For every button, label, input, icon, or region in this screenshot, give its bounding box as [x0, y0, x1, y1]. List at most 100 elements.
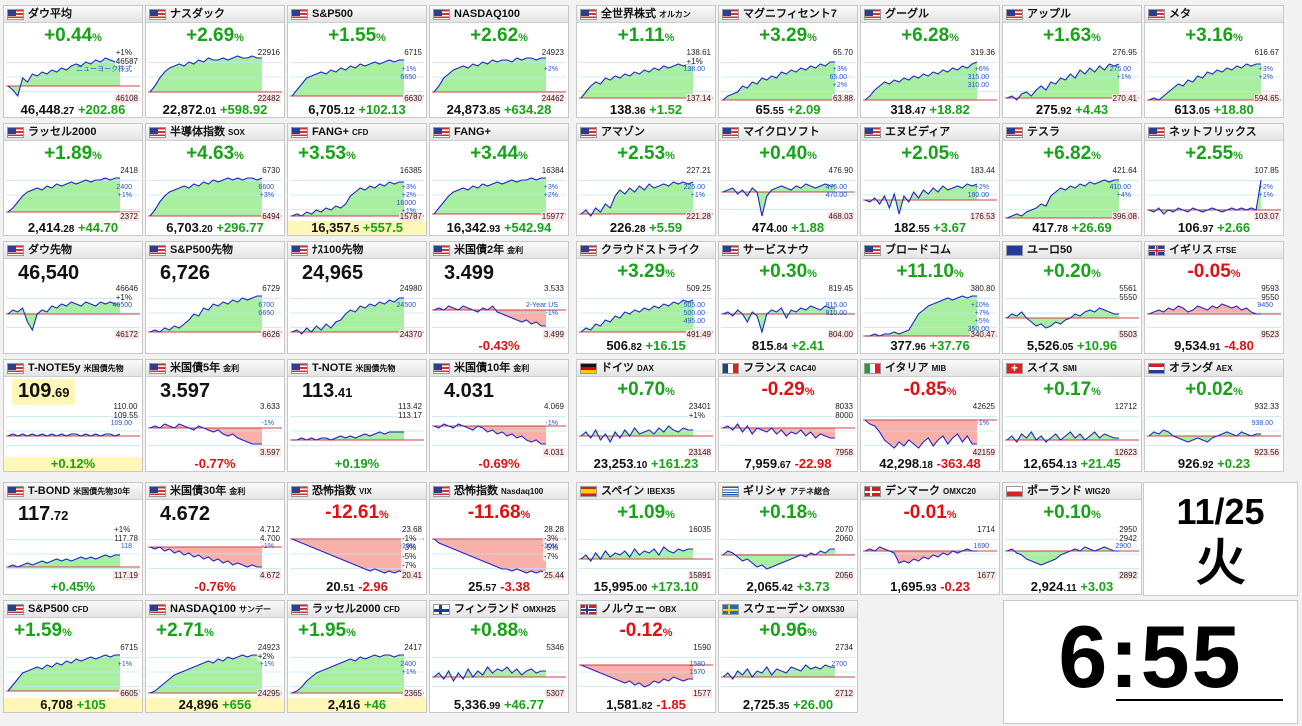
price-line	[722, 61, 835, 101]
chart-markers: 1580 1570	[689, 661, 705, 677]
ticker-tile[interactable]: メタ +3.16% 616.67 594.65 +3% +2% 613.05 +18.80	[1144, 5, 1284, 118]
ticker-tile[interactable]: イタリア MIB -0.85% 42625 42159 -1% 42,298.18 -363…	[860, 359, 1000, 472]
ticker-tile[interactable]: S&P500 CFD +1.59% 6715 6605 +1% 6,708 +105	[3, 600, 143, 713]
tile-header: S&P500	[288, 6, 426, 23]
ticker-tile[interactable]: ポーランド WIG20 +0.10% 2950 2942 2892 2900 2,924.11…	[1002, 482, 1142, 595]
price-value: 1,581	[606, 697, 639, 712]
scale-low-label: 7958	[834, 448, 854, 457]
ticker-tile[interactable]: テスラ +6.82% 421.64 396.08 410.00 +4% 417.78 +26…	[1002, 123, 1142, 236]
price-decimal: .92	[1199, 460, 1214, 471]
chart-markers: ニューヨーク株式	[76, 66, 132, 74]
price-line	[580, 664, 693, 688]
ticker-tile[interactable]: ギリシャ アテネ総合 +0.18% 2070 2060 2056 2,065.42 +3.7…	[718, 482, 858, 595]
ticker-tile[interactable]: ダウ平均 +0.44% +1% 46587 46108 ニューヨーク株式 46,448.27…	[3, 5, 143, 118]
chart-markers: 2400 +1%	[400, 661, 416, 677]
scale-low-label: 6605	[119, 689, 139, 698]
chart-markers: 6700 6650	[258, 302, 274, 318]
price-change: +46.77	[503, 697, 545, 712]
ticker-tile[interactable]: デンマーク OMXC20 -0.01% 1714 1677 1690 1,695.93 -0…	[860, 482, 1000, 595]
price-change: +1.52	[649, 102, 683, 117]
instrument-name-text: デンマーク	[885, 485, 940, 497]
price-footer: 24,896 +656	[146, 698, 284, 712]
price-decimal: .93	[922, 583, 937, 594]
ticker-tile[interactable]: 米国債5年 金利 3.597 3.633 3.597 -1% -0.77%	[145, 359, 285, 472]
scale-label: 380.80	[970, 284, 995, 293]
ticker-tile[interactable]: ダウ先物 46,540 46646 +1% 46172 46500	[3, 241, 143, 354]
scale-high-labels: 9593 9550	[1260, 284, 1280, 302]
ticker-tile[interactable]: T-NOTE5y 米国債先物 109.69 110.00 109.55 109.00 +0.…	[3, 359, 143, 472]
ticker-tile[interactable]: 米国債30年 金利 4.672 4.712 4.700 4.672 -1% -0.76%	[145, 482, 285, 595]
change-percent-value: +3.29	[759, 25, 808, 46]
ticker-tile[interactable]: グーグル +6.28% 319.36 +6% 315.00 310.00 318.47 +1…	[860, 5, 1000, 118]
price-footer: 24,873.85 +634.28	[430, 103, 568, 118]
ticker-tile[interactable]: 半導体指数 SOX +4.63% 6730 6494 6600 +3% 6,703.20 +2…	[145, 123, 285, 236]
ticker-tile[interactable]: マイクロソフト +0.40% 476.90 468.03 475.00 470.00 474…	[718, 123, 858, 236]
ticker-tile[interactable]: NASDAQ100 サンデー +2.71% 24923 +2% 24295 +1% 24,89…	[145, 600, 285, 713]
flag-icon-eu	[1006, 245, 1023, 256]
flag-icon-pl	[1006, 486, 1023, 497]
ticker-tile[interactable]: スウェーデン OMXS30 +0.96% 2734 2712 2700 2,725.35 +…	[718, 600, 858, 713]
ticker-tile[interactable]: アマゾン +2.53% 227.21 221.28 225.00 +1% 226.28 +5…	[576, 123, 716, 236]
ticker-tile[interactable]: FANG+ CFD +3.53% 16385 15787 +3% +2% 16000 +1% 16…	[287, 123, 427, 236]
ticker-tile[interactable]: 米国債10年 金利 4.031 4.069 4.031 -1% -0.69%	[429, 359, 569, 472]
ticker-tile[interactable]: 恐怖指数 VIX -12.61% 23.68 -1% -3% -5% -7% 20.41 -10%…	[287, 482, 427, 595]
ticker-tile[interactable]: フィンランド OMXH25 +0.88% 5346 5307 5,336.99 +46.7…	[429, 600, 569, 713]
chart-markers: 2900	[1115, 543, 1131, 551]
ticker-tile[interactable]: ネットフリックス +2.55% 107.85 103.07 +2% +1% 106.97 +…	[1144, 123, 1284, 236]
instrument-subname: AEX	[1216, 364, 1233, 373]
change-percent-value: +0.44	[44, 25, 93, 46]
price-change: +656	[222, 697, 252, 712]
ticker-tile[interactable]: ﾅｽ100先物 24,965 24980 24370 24500	[287, 241, 427, 354]
sparkline-svg	[432, 538, 566, 574]
price-value: 6,708	[40, 697, 73, 712]
ticker-tile[interactable]: アップル +1.63% 276.95 270.41 275.00 +1% 275.92 +4…	[1002, 5, 1142, 118]
sparkline-svg	[579, 416, 713, 446]
sparkline-svg	[1147, 179, 1281, 215]
price-footer: 318.47 +18.82	[861, 103, 999, 118]
ticker-tile[interactable]: NASDAQ100 +2.62% 24923 24462 +2% 24,873.85 +6…	[429, 5, 569, 118]
ticker-tile[interactable]: ラッセル2000 +1.89% 2418 2372 2400 +1% 2,414.28 +4…	[3, 123, 143, 236]
percent-sign: %	[665, 268, 675, 280]
chart-marker: 470.00	[825, 192, 847, 199]
instrument-name: フランス CAC40	[743, 360, 816, 376]
scale-label: 65.70	[832, 48, 853, 57]
sparkline-svg	[863, 180, 997, 215]
scale-label: -5%	[401, 552, 417, 561]
ticker-tile[interactable]: S&P500先物 6,726 6729 6626 6700 6650	[145, 241, 285, 354]
ticker-tile[interactable]: T-BOND 米国債先物30年 117.72 +1% 117.78 117.19 118 +0…	[3, 482, 143, 595]
price-change: +5.59	[649, 220, 683, 235]
ticker-tile[interactable]: ユーロ50 +0.20% 5561 5550 5503 5,526.05 +10.96	[1002, 241, 1142, 354]
instrument-name-text: ノルウェー	[601, 603, 656, 615]
ticker-tile[interactable]: イギリス FTSE -0.05% 9593 9550 9523 9450 9,534.91 -…	[1144, 241, 1284, 354]
sparkline-chart	[290, 48, 424, 106]
ticker-tile[interactable]: オランダ AEX +0.02% 932.33 923.56 938.00 926.92 +0…	[1144, 359, 1284, 472]
tile-header: ブロードコム	[861, 242, 999, 259]
chart-markers: 2400 +1%	[116, 184, 132, 200]
ticker-tile[interactable]: ナスダック +2.69% 22916 22482 22,872.01 +598.92	[145, 5, 285, 118]
ticker-tile[interactable]: 全世界株式 オルカン +1.11% 138.61 +1% 137.14 138.00 138.…	[576, 5, 716, 118]
ticker-tile[interactable]: ノルウェー OBX -0.12% 1590 1577 1580 1570 1,581.82 -…	[576, 600, 716, 713]
tile-header: フランス CAC40	[719, 360, 857, 377]
ticker-tile[interactable]: エヌビディア +2.05% 183.44 176.53 +2% 180.00 182.55 …	[860, 123, 1000, 236]
ticker-tile[interactable]: T-NOTE 米国債先物 113.41 113.42 113.17 +0.19%	[287, 359, 427, 472]
ticker-tile[interactable]: スペイン IBEX35 +1.09% 16035 15891 15,995.00 +173…	[576, 482, 716, 595]
ticker-tile[interactable]: 恐怖指数 Nasdaq100 -11.68% 28.28 -3% -5% -7% 25.44-…	[429, 482, 569, 595]
sparkline-chart	[579, 525, 713, 583]
ticker-tile[interactable]: クラウドストライク +3.29% 509.25 491.49 505.00 500.00 4…	[576, 241, 716, 354]
ticker-tile[interactable]: 米国債2年 金利 3.499 3.533 3.499 2-Year US -1% -0.43%	[429, 241, 569, 354]
ticker-tile[interactable]: S&P500 +1.55% 6715 6630 +1% 6650 6,705.12 +102…	[287, 5, 427, 118]
price-line	[149, 546, 262, 568]
sparkline-chart	[6, 284, 140, 342]
sparkline-svg	[721, 61, 855, 101]
ticker-tile[interactable]: ドイツ DAX +0.70% 23401 +1% 23148 23,253.10 +161.…	[576, 359, 716, 472]
ticker-tile[interactable]: サービスナウ +0.30% 819.45 804.00 815.00 810.00 815.…	[718, 241, 858, 354]
ticker-tile[interactable]: ラッセル2000 CFD +1.95% 2417 2365 2400 +1% 2,416 +4…	[287, 600, 427, 713]
ticker-tile[interactable]: マグニフィセント7 +3.29% 65.70 63.88 +3% 65.00 +2% 65.5…	[718, 5, 858, 118]
yield-change: -0.77%	[194, 456, 236, 471]
instrument-name: ポーランド WIG20	[1027, 483, 1110, 499]
ticker-tile[interactable]: フランス CAC40 -0.29% 8033 8000 7958 7,959.67 -22.…	[718, 359, 858, 472]
ticker-tile[interactable]: FANG+ +3.44% 16384 15977 +3% +2% 16,342.93 +54…	[429, 123, 569, 236]
sparkline-svg	[6, 539, 140, 569]
ticker-tile[interactable]: ブロードコム +11.10% 380.80 340.47 +10% +7% +5% 350.0…	[860, 241, 1000, 354]
